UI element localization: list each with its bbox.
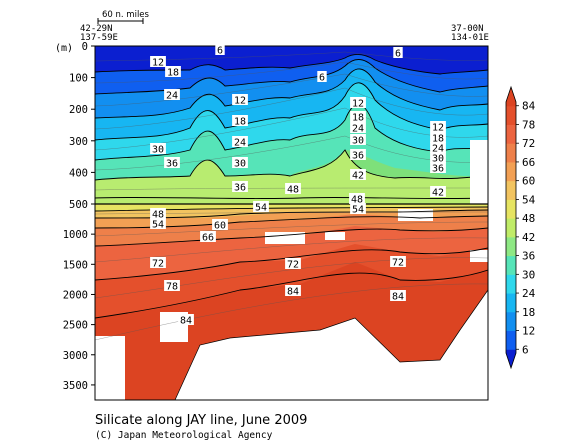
contour-label: 12 — [152, 58, 164, 69]
contour-label: 72 — [287, 260, 299, 271]
y-axis-label: (m) — [55, 43, 73, 54]
scale-bar-label: 60 n. miles — [102, 10, 150, 20]
contour-label: 30 — [432, 154, 444, 165]
contour-label: 24 — [166, 91, 178, 102]
contour-label: 54 — [152, 220, 164, 231]
colorbar-label: 36 — [522, 250, 535, 263]
colorbar-segment — [506, 236, 516, 257]
colorbar-segment — [506, 218, 516, 238]
colorbar-label: 78 — [522, 118, 535, 131]
y-tick-label: 100 — [69, 73, 88, 85]
contour-label: 84 — [180, 316, 192, 327]
colorbar-segment — [506, 349, 516, 368]
contour-label: 78 — [166, 282, 178, 293]
contour-label: 48 — [287, 185, 299, 196]
colorbar-label: 66 — [522, 156, 535, 169]
contour-label: 54 — [255, 203, 267, 214]
contour-label: 24 — [352, 124, 364, 135]
contour-label: 6 — [217, 46, 223, 57]
contour-label: 12 — [432, 123, 444, 134]
colorbar-segment — [506, 199, 516, 219]
y-tick-label: 400 — [69, 167, 88, 179]
y-tick-label: 3500 — [63, 380, 88, 392]
contour-label: 30 — [352, 136, 364, 147]
contour-label: 18 — [167, 68, 179, 79]
contour-label: 6 — [395, 49, 401, 60]
colorbar-label: 60 — [522, 175, 535, 188]
end-station-lon: 134-01E — [451, 33, 489, 43]
contour-label: 48 — [152, 210, 164, 221]
colorbar-segment — [506, 330, 516, 350]
y-tick-label: 500 — [69, 199, 88, 211]
y-tick-label: 3000 — [63, 350, 88, 362]
colorbar-label: 12 — [522, 325, 535, 338]
colorbar-label: 30 — [522, 268, 535, 281]
scale-bar: 60 n. miles — [97, 10, 150, 24]
colorbar-segment — [506, 143, 516, 163]
colorbar-label: 6 — [522, 343, 529, 356]
colorbar-label: 24 — [522, 287, 536, 300]
colorbar-segment — [506, 105, 516, 125]
contour-label: 84 — [392, 292, 404, 303]
colorbar-segment — [506, 87, 516, 107]
contour-label: 18 — [352, 113, 364, 124]
contour-label: 36 — [166, 159, 178, 170]
contour-label: 42 — [432, 188, 444, 199]
y-tick-label: 2500 — [63, 320, 88, 332]
colorbar: 84 78 72 66 60 54 48 42 36 30 24 18 12 6 — [505, 85, 536, 370]
contour-label: 42 — [352, 171, 364, 182]
colorbar-segment — [506, 274, 516, 294]
colorbar-segment — [506, 161, 516, 182]
contour-label: 30 — [234, 159, 246, 170]
colorbar-label: 42 — [522, 231, 535, 244]
y-tick-label: 0 — [82, 41, 88, 53]
contour-label: 24 — [234, 138, 246, 149]
chart-title: Silicate along JAY line, June 2009 — [95, 413, 307, 428]
start-station-lat: 42-29N — [80, 24, 113, 34]
chart-credit: (C) Japan Meteorological Agency — [95, 430, 273, 441]
upper-y-axis: 0 100 200 300 400 500 — [69, 41, 95, 211]
colorbar-segment — [506, 311, 516, 332]
contour-label: 12 — [352, 99, 364, 110]
colorbar-label: 72 — [522, 137, 535, 150]
colorbar-label: 18 — [522, 306, 535, 319]
contour-label: 18 — [234, 117, 246, 128]
y-tick-label: 200 — [69, 104, 88, 116]
contour-label: 18 — [432, 134, 444, 145]
y-tick-label: 1500 — [63, 259, 88, 271]
colorbar-label: 84 — [522, 100, 536, 113]
colorbar-segment — [506, 180, 516, 200]
contour-label: 24 — [432, 144, 444, 155]
contour-label: 66 — [202, 233, 214, 244]
start-station-lon: 137-59E — [80, 33, 118, 43]
contour-label: 84 — [287, 287, 299, 298]
contour-label: 72 — [152, 259, 164, 270]
contour-label: 36 — [234, 183, 246, 194]
colorbar-label: 48 — [522, 212, 535, 225]
lower-panel — [94, 203, 489, 401]
contour-label: 36 — [352, 151, 364, 162]
y-tick-label: 2000 — [63, 289, 88, 301]
lower-y-axis: 1000 1500 2000 2500 3000 3500 — [63, 229, 95, 392]
colorbar-label: 54 — [522, 193, 536, 206]
contour-label: 30 — [152, 145, 164, 156]
contour-label: 54 — [352, 205, 364, 216]
contour-label: 36 — [432, 164, 444, 175]
colorbar-segment — [506, 293, 516, 313]
contour-label: 48 — [351, 195, 363, 206]
contour-label: 12 — [234, 96, 246, 107]
y-tick-label: 1000 — [63, 229, 88, 241]
end-station-lat: 37-00N — [451, 24, 484, 34]
colorbar-segment — [506, 255, 516, 275]
colorbar-segment — [506, 124, 516, 144]
contour-label: 6 — [319, 73, 325, 84]
upper-panel — [94, 45, 489, 205]
contour-label: 72 — [392, 258, 404, 269]
y-tick-label: 300 — [69, 136, 88, 148]
contour-label: 60 — [214, 221, 226, 232]
